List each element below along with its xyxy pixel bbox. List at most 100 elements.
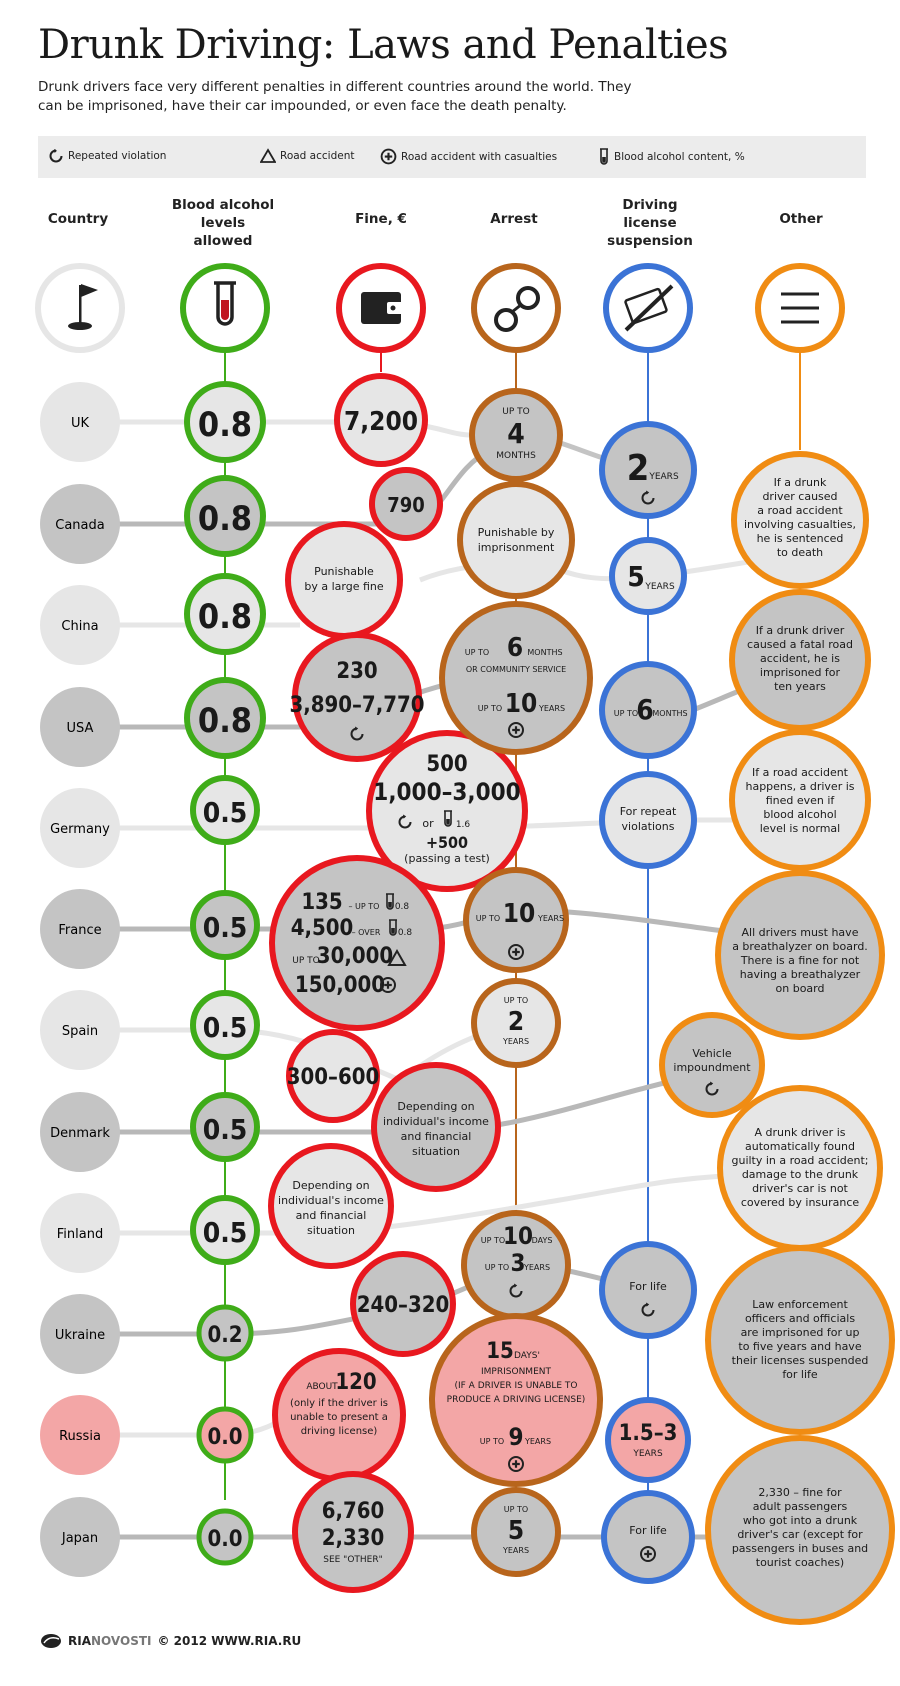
column-header-blood: Blood alcohol levels allowed <box>171 197 275 249</box>
svg-text:10: 10 <box>503 1222 533 1250</box>
svg-text:Germany: Germany <box>50 822 110 837</box>
svg-text:0.8: 0.8 <box>398 928 413 938</box>
country-column: UK Canada China USA Germany France Spain… <box>40 382 120 1577</box>
svg-text:5: 5 <box>508 1516 524 1546</box>
svg-text:A drunk driver is: A drunk driver is <box>755 1126 846 1139</box>
svg-text:1,000–3,000: 1,000–3,000 <box>373 778 520 806</box>
svg-text:a breathalyzer on board.: a breathalyzer on board. <box>732 940 868 953</box>
svg-text:ten years: ten years <box>774 680 826 693</box>
svg-text:1.5–3: 1.5–3 <box>619 1421 678 1446</box>
svg-text:ABOUT: ABOUT <box>306 1382 338 1392</box>
blood-japan: 0.0 <box>196 1508 254 1566</box>
blood-spain: 0.5 <box>190 990 260 1060</box>
country-france: France <box>40 889 120 969</box>
arrest-uk: UP TO 4 MONTHS <box>469 388 563 482</box>
svg-text:120: 120 <box>335 1370 376 1395</box>
svg-text:2,330: 2,330 <box>322 1526 385 1551</box>
svg-text:– UP TO: – UP TO <box>349 902 380 911</box>
license-column: 2 YEARS 5 YEARS UP TO 6 MONTHS For repea… <box>599 421 697 1584</box>
svg-text:500: 500 <box>426 752 467 777</box>
svg-text:UP TO: UP TO <box>292 956 319 966</box>
svg-text:who got into a drunk: who got into a drunk <box>743 1514 858 1527</box>
blood-uk: 0.8 <box>184 381 266 463</box>
svg-text:fined even if: fined even if <box>766 794 836 807</box>
svg-text:0.8: 0.8 <box>395 902 410 912</box>
arrest-column: UP TO 4 MONTHS Punishable by imprisonmen… <box>371 388 603 1577</box>
svg-text:level is normal: level is normal <box>760 822 840 835</box>
svg-text:0.5: 0.5 <box>203 1113 248 1146</box>
arrest-russia: 15 DAYS' IMPRISONMENT (IF A DRIVER IS UN… <box>429 1313 603 1487</box>
svg-text:individual's income: individual's income <box>278 1194 384 1207</box>
svg-text:UP TO: UP TO <box>476 914 500 923</box>
ria-logo-icon <box>41 1634 61 1648</box>
svg-text:If a drunk: If a drunk <box>774 476 827 489</box>
arrest-france: UP TO 10 YEARS <box>463 867 569 973</box>
legend-label-repeated: Repeated violation <box>68 150 167 162</box>
svg-text:Ukraine: Ukraine <box>55 1328 105 1343</box>
svg-text:guilty in a road accident;: guilty in a road accident; <box>731 1154 868 1167</box>
svg-text:automatically found: automatically found <box>745 1140 855 1153</box>
svg-text:PRODUCE A DRIVING LICENSE): PRODUCE A DRIVING LICENSE) <box>447 1395 586 1405</box>
svg-text:DAYS': DAYS' <box>514 1351 540 1361</box>
column-header-other: Other <box>779 211 823 227</box>
svg-text:UP TO: UP TO <box>480 1437 504 1446</box>
legend-label-accident: Road accident <box>280 150 355 162</box>
blood-china: 0.8 <box>184 573 266 655</box>
svg-text:150,000: 150,000 <box>295 973 385 998</box>
legend-item-bac: Blood alcohol content, % <box>598 148 745 166</box>
legend-item-accident: Road accident <box>260 148 354 164</box>
svg-text:2,330 – fine for: 2,330 – fine for <box>758 1486 842 1499</box>
svg-text:driving license): driving license) <box>301 1426 378 1437</box>
svg-text:UP TO: UP TO <box>485 1263 509 1272</box>
flag-icon <box>35 263 125 353</box>
svg-text:DAYS: DAYS <box>532 1236 553 1245</box>
svg-text:Canada: Canada <box>55 518 104 533</box>
svg-text:and financial: and financial <box>296 1209 367 1222</box>
country-germany: Germany <box>40 788 120 868</box>
svg-text:accident, he is: accident, he is <box>760 652 840 665</box>
svg-text:by a large fine: by a large fine <box>304 580 383 593</box>
svg-text:YEARS: YEARS <box>538 704 565 713</box>
footer-copyright: © 2012 WWW.RIA.RU <box>157 1634 302 1648</box>
svg-text:driver's car is not: driver's car is not <box>752 1182 848 1195</box>
svg-text:Depending on: Depending on <box>292 1179 369 1192</box>
svg-text:0.8: 0.8 <box>198 701 252 741</box>
test-tube-icon <box>180 263 270 353</box>
license-germany: For repeat violations <box>599 771 697 869</box>
svg-text:4,500: 4,500 <box>291 916 354 941</box>
svg-text:YEARS: YEARS <box>523 1263 550 1272</box>
license-russia: 1.5–3 YEARS <box>605 1397 691 1483</box>
svg-text:YEARS: YEARS <box>524 1437 551 1446</box>
svg-text:4: 4 <box>507 417 525 450</box>
svg-text:Law enforcement: Law enforcement <box>752 1298 848 1311</box>
svg-text:All drivers must have: All drivers must have <box>742 926 859 939</box>
svg-text:If a drunk driver: If a drunk driver <box>756 624 845 637</box>
svg-text:For life: For life <box>629 1280 667 1293</box>
svg-text:tourist coaches): tourist coaches) <box>756 1556 844 1569</box>
fine-ukraine: 240–320 <box>350 1251 456 1357</box>
fine-canada: 790 <box>369 467 443 541</box>
blood-ukraine: 0.2 <box>196 1304 254 1362</box>
svg-text:individual's income: individual's income <box>383 1115 489 1128</box>
arrest-canada: Punishable by imprisonment <box>457 481 575 599</box>
svg-text:driver caused: driver caused <box>762 490 837 503</box>
svg-text:5: 5 <box>627 560 645 593</box>
svg-text:0.8: 0.8 <box>198 597 252 637</box>
country-finland: Finland <box>40 1193 120 1273</box>
svg-text:Russia: Russia <box>59 1429 101 1444</box>
svg-text:UP TO: UP TO <box>504 1505 528 1514</box>
svg-text:MONTHS: MONTHS <box>527 648 562 657</box>
svg-text:USA: USA <box>67 721 94 736</box>
svg-text:Punishable: Punishable <box>314 565 374 578</box>
test-tube-icon <box>600 148 608 165</box>
svg-text:their licenses suspended: their licenses suspended <box>732 1354 869 1367</box>
svg-text:imprisonment: imprisonment <box>478 541 555 554</box>
svg-text:SEE "OTHER": SEE "OTHER" <box>323 1555 383 1565</box>
svg-text:Vehicle: Vehicle <box>692 1047 732 1060</box>
svg-text:imprisoned for: imprisoned for <box>760 666 841 679</box>
fine-russia: ABOUT 120 (only if the driver is unable … <box>272 1348 406 1482</box>
